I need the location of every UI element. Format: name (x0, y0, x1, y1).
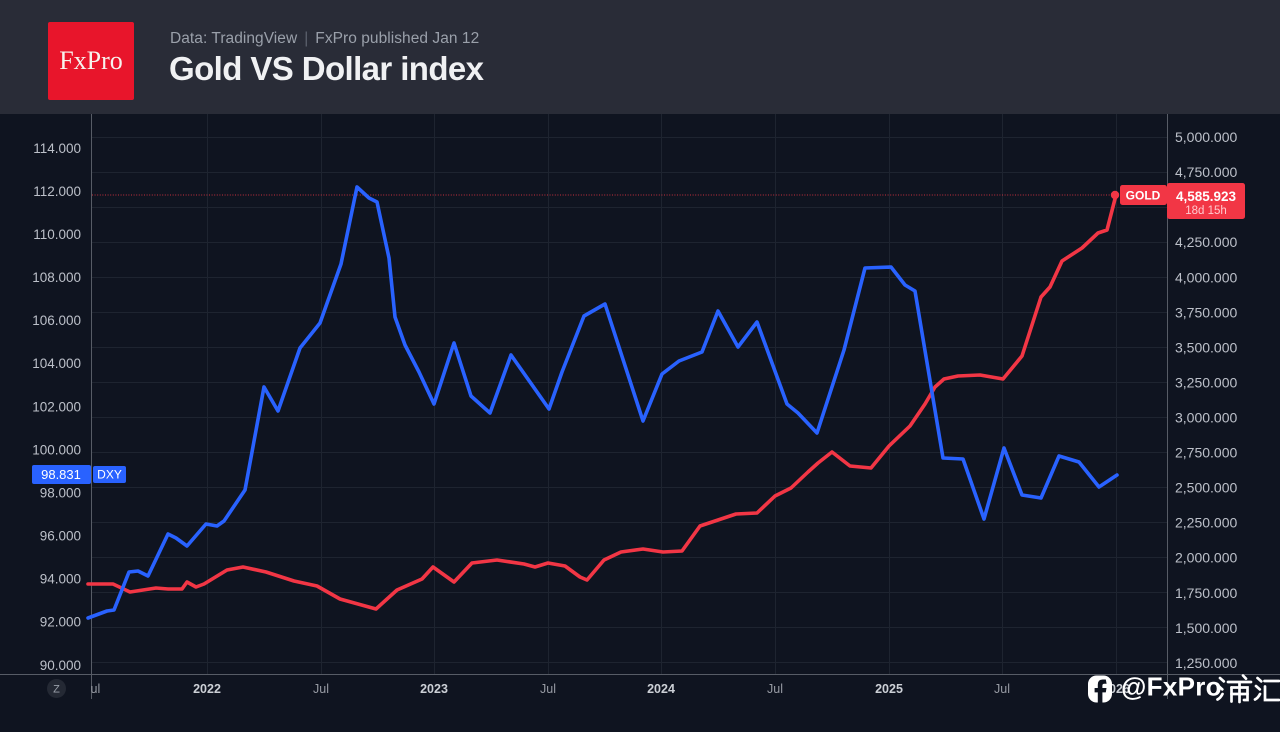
svg-text:2,250.000: 2,250.000 (1175, 515, 1237, 531)
svg-text:98.000: 98.000 (40, 485, 81, 500)
svg-text:104.000: 104.000 (32, 356, 81, 371)
svg-text:3,500.000: 3,500.000 (1175, 339, 1237, 355)
svg-text:Jul: Jul (767, 682, 783, 696)
svg-text:4,585.923: 4,585.923 (1176, 189, 1237, 204)
svg-text:94.000: 94.000 (40, 572, 81, 587)
svg-text:2024: 2024 (647, 682, 675, 696)
svg-text:1,750.000: 1,750.000 (1175, 585, 1237, 601)
svg-text:110.000: 110.000 (33, 227, 81, 242)
svg-text:1,250.000: 1,250.000 (1175, 655, 1237, 671)
svg-text:106.000: 106.000 (32, 313, 81, 328)
svg-text:98.831: 98.831 (41, 467, 81, 482)
svg-text:3,750.000: 3,750.000 (1175, 304, 1237, 320)
svg-text:112.000: 112.000 (33, 184, 81, 199)
svg-text:92.000: 92.000 (40, 615, 81, 630)
svg-text:DXY: DXY (97, 468, 122, 482)
svg-text:90.000: 90.000 (40, 658, 81, 673)
svg-text:GOLD: GOLD (1126, 189, 1161, 203)
svg-text:2,750.000: 2,750.000 (1175, 445, 1237, 461)
svg-text:2,500.000: 2,500.000 (1175, 480, 1237, 496)
svg-text:2023: 2023 (420, 682, 448, 696)
svg-text:100.000: 100.000 (32, 442, 81, 457)
svg-text:18d 15h: 18d 15h (1185, 205, 1227, 217)
svg-text:Jul: Jul (313, 682, 329, 696)
svg-text:2025: 2025 (875, 682, 903, 696)
svg-text:4,250.000: 4,250.000 (1175, 234, 1237, 250)
svg-text:3,250.000: 3,250.000 (1175, 374, 1237, 390)
svg-text:3,000.000: 3,000.000 (1175, 410, 1237, 426)
svg-text:2,000.000: 2,000.000 (1175, 550, 1237, 566)
svg-text:5,000.000: 5,000.000 (1175, 129, 1237, 145)
svg-text:108.000: 108.000 (32, 270, 81, 285)
svg-text:Z: Z (53, 684, 60, 696)
svg-text:4,750.000: 4,750.000 (1175, 164, 1237, 180)
svg-text:1,500.000: 1,500.000 (1175, 620, 1237, 636)
svg-text:96.000: 96.000 (40, 529, 81, 544)
svg-text:4,000.000: 4,000.000 (1175, 269, 1237, 285)
svg-text:114.000: 114.000 (33, 141, 81, 156)
svg-text:Jul: Jul (994, 682, 1010, 696)
svg-text:@FxPro: @FxPro (1121, 672, 1222, 702)
svg-text:Jul: Jul (540, 682, 556, 696)
svg-text:ul: ul (91, 682, 101, 696)
svg-text:2022: 2022 (193, 682, 221, 696)
svg-text:102.000: 102.000 (32, 399, 81, 414)
